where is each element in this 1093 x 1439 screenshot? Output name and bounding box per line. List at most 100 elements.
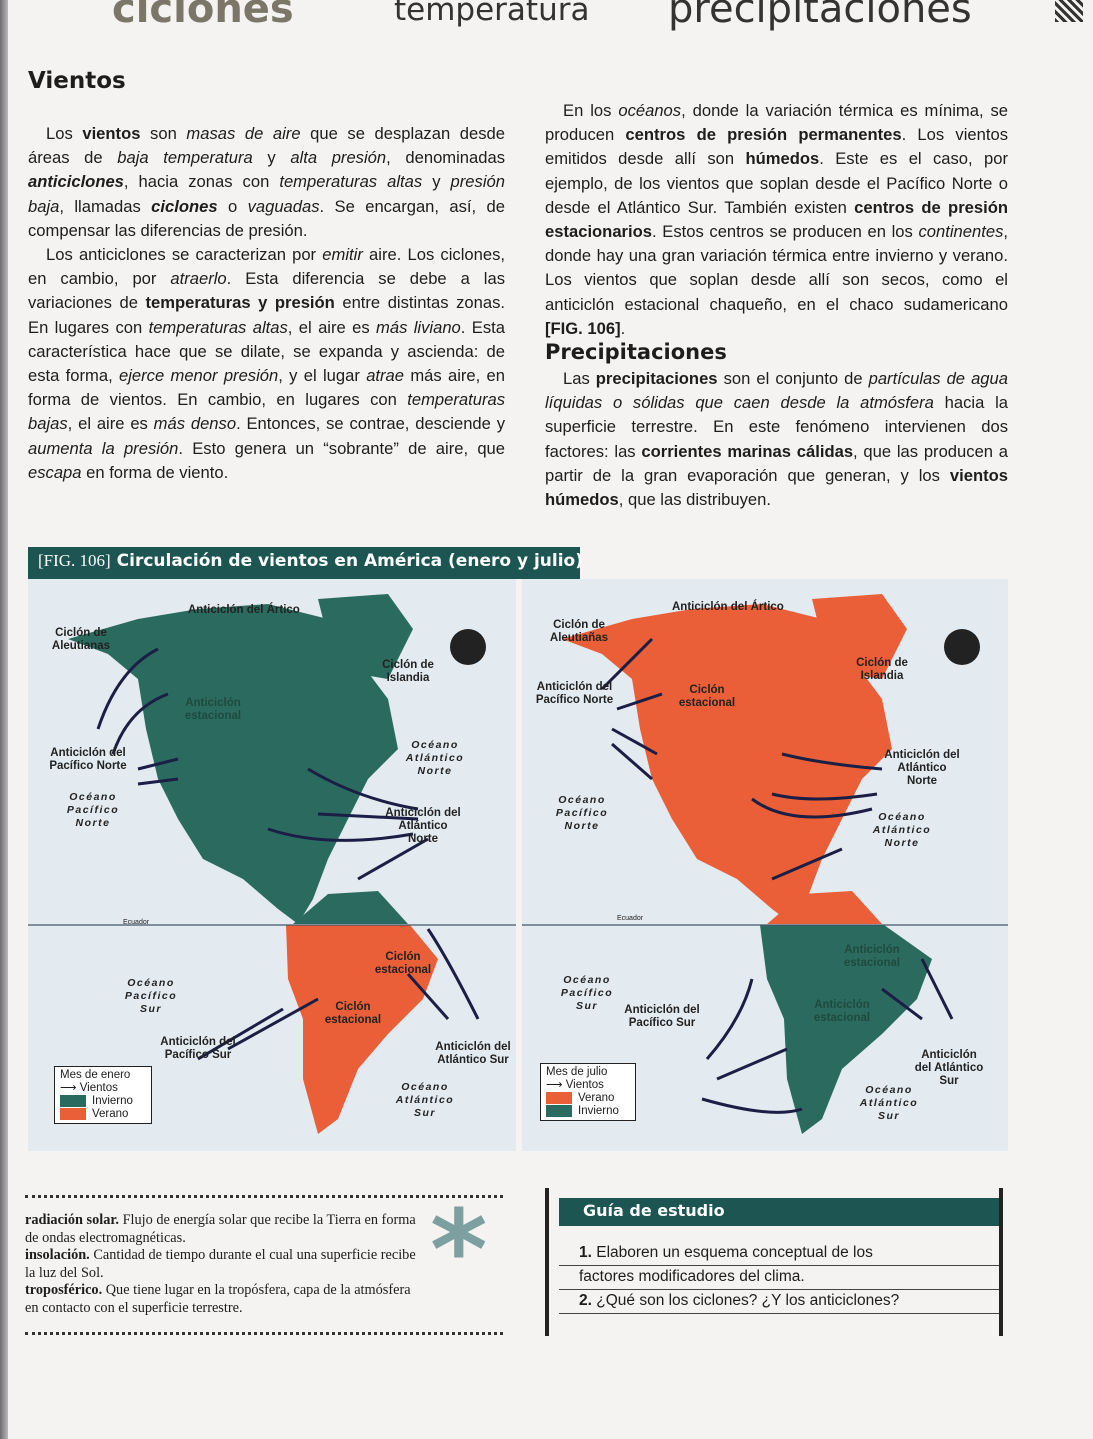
centros-presion-text: En los océanos, donde la variación térmi…: [545, 99, 1008, 341]
study-guide: Guía de estudio 1. Elaboren un esquema c…: [545, 1188, 1003, 1336]
glossary-term: radiación solar.: [25, 1212, 119, 1228]
text-run: temperaturas y presión: [145, 293, 335, 313]
text-run: , denominadas: [386, 148, 506, 168]
text-run: temperaturas bajas: [28, 390, 505, 434]
label: Anticiclón del Pacífico Sur: [160, 1036, 236, 1061]
paragraph: En los océanos, donde la variación térmi…: [545, 99, 1008, 341]
paragraph: Las precipitaciones son el conjunto de p…: [545, 367, 1008, 512]
glossary-term: insolación.: [25, 1247, 90, 1263]
keyword-ciclones: ciclones: [112, 0, 294, 32]
ocean-label: Océano Pacífico Norte: [66, 791, 120, 829]
question-text: Elaboren un esquema conceptual de los: [596, 1244, 873, 1261]
vientos-text: Los vientos son masas de aire que se des…: [28, 122, 505, 485]
text-run: partículas de agua líquidas o sólidas qu…: [545, 369, 1008, 413]
legend-winds: Vientos: [565, 1079, 604, 1091]
text-run: . Esto genera un “sobrante” de aire, que: [178, 438, 506, 458]
text-run: y: [252, 148, 291, 168]
glossary-definition: Que tiene lugar en la tropósfera, capa d…: [25, 1282, 411, 1316]
header-keywords: ciclones temperatura precipitaciones: [0, 0, 1093, 36]
text-run: aire. Los ciclones, en cambio, por: [28, 245, 505, 289]
question-number: 2.: [579, 1292, 592, 1309]
page-binding-edge: [0, 0, 8, 1439]
compass-rose-icon: [450, 629, 486, 665]
text-run: centros de presión permanentes: [625, 125, 902, 145]
text-run: continentes: [918, 222, 1004, 242]
greenland: [318, 594, 413, 679]
south-america-north: [767, 891, 882, 924]
label: Anticiclón estacional: [843, 944, 901, 969]
text-run: húmedos: [745, 149, 820, 169]
swatch-winter: [60, 1095, 86, 1107]
text-run: son: [140, 124, 187, 143]
text-run: masas de aire: [186, 124, 301, 143]
text-run: precipitaciones: [595, 369, 718, 388]
text-run: . Entonces, se contrae, desciende y: [236, 414, 505, 434]
text-run: hacia la superficie terrestre. En este f…: [545, 393, 1008, 461]
text-run: . Los vientos emitidos desde allí son: [545, 125, 1008, 169]
swatch-summer: [546, 1092, 572, 1104]
label: Ciclón estacional: [374, 951, 432, 976]
legend-item: Verano: [578, 1092, 615, 1105]
legend-july: Mes de julio ⟶ Vientos Verano Invierno: [540, 1063, 636, 1122]
glossary: radiación solar. Flujo de energía solar …: [25, 1195, 503, 1335]
text-run: vientos húmedos: [545, 465, 1008, 510]
text-run: en forma de viento.: [81, 462, 229, 482]
ocean-label: Océano Pacífico Norte: [555, 794, 609, 832]
text-run: Los anticiclones se caracterizan por: [46, 245, 323, 265]
text-run: escapa: [28, 462, 82, 482]
compass-rose-icon: [944, 629, 980, 665]
label: Anticiclón del Ártico: [188, 604, 300, 616]
text-run: ciclones: [151, 196, 218, 216]
arrow-right-icon: ⟶: [546, 1079, 563, 1091]
text-run: , hacia zonas con: [123, 172, 280, 192]
label: Ciclón de Aleutianas: [51, 627, 111, 652]
text-run: . Este es el caso, por ejemplo, de los v…: [545, 149, 1008, 217]
text-run: [FIG. 106]: [545, 318, 621, 338]
figure-title: [FIG. 106] Circulación de vientos en Amé…: [28, 547, 583, 579]
south-america-south: [286, 925, 438, 1134]
legend-title: Mes de enero: [60, 1069, 131, 1081]
wind-arrows: [600, 637, 954, 1114]
legend-title: Mes de julio: [546, 1066, 608, 1078]
text-run: , y el lugar: [278, 366, 367, 386]
figure-tag: [FIG. 106]: [38, 551, 111, 570]
wind-arrows: [96, 647, 480, 1061]
glossary-entry: radiación solar. Flujo de energía solar …: [25, 1212, 425, 1247]
map-january: Anticiclón del Ártico Ciclón de Aleutian…: [28, 579, 516, 1151]
text-run: más liviano: [376, 317, 461, 337]
study-guide-title: Guía de estudio: [559, 1198, 999, 1226]
text-run: entre distintas zonas. En lugares con: [28, 293, 505, 337]
keyword-temperatura: temperatura: [394, 0, 590, 28]
legend-january: Mes de enero ⟶ Vientos Invierno Verano: [54, 1066, 152, 1125]
south-america-south: [760, 925, 932, 1134]
text-run: . Estos centros se producen en los: [651, 222, 919, 242]
label: Ciclón estacional: [324, 1001, 382, 1026]
precipitaciones-text: Las precipitaciones son el conjunto de p…: [545, 367, 1008, 512]
glossary-term: troposférico.: [25, 1282, 103, 1298]
text-run: y: [422, 172, 451, 192]
text-run: temperaturas altas: [279, 172, 423, 192]
ocean-label: Océano Pacífico Sur: [560, 974, 614, 1012]
text-run: que se desplazan desde áreas de: [28, 124, 505, 168]
label: Anticiclón del Pacífico Norte: [535, 681, 614, 706]
text-run: atrae: [366, 366, 405, 386]
text-run: presión baja: [28, 172, 505, 216]
label: Ciclón de Islandia: [382, 659, 434, 684]
figure-caption: Circulación de vientos en América (enero…: [116, 551, 583, 571]
text-run: emitir: [322, 245, 363, 265]
question-1-cont: factores modificadores del clima.: [559, 1268, 999, 1290]
text-run: alta presión: [290, 148, 387, 168]
legend-item: Verano: [92, 1108, 129, 1121]
label: Anticiclón del Atlántico Sur: [914, 1049, 984, 1087]
question-1: 1. Elaboren un esquema conceptual de los: [559, 1244, 999, 1266]
legend-winds: Vientos: [79, 1082, 118, 1094]
label: Ciclón estacional: [678, 684, 736, 709]
swatch-summer: [60, 1108, 86, 1121]
label: Ciclón de Aleutiañas: [549, 619, 609, 644]
text-run: más denso: [153, 414, 237, 434]
text-run: ejerce menor presión: [119, 366, 279, 386]
glossary-entry: troposférico. Que tiene lugar en la trop…: [25, 1282, 425, 1317]
question-number: 1.: [579, 1244, 592, 1261]
glossary-entry: insolación. Cantidad de tiempo durante e…: [25, 1247, 425, 1282]
text-run: vientos: [82, 124, 141, 143]
